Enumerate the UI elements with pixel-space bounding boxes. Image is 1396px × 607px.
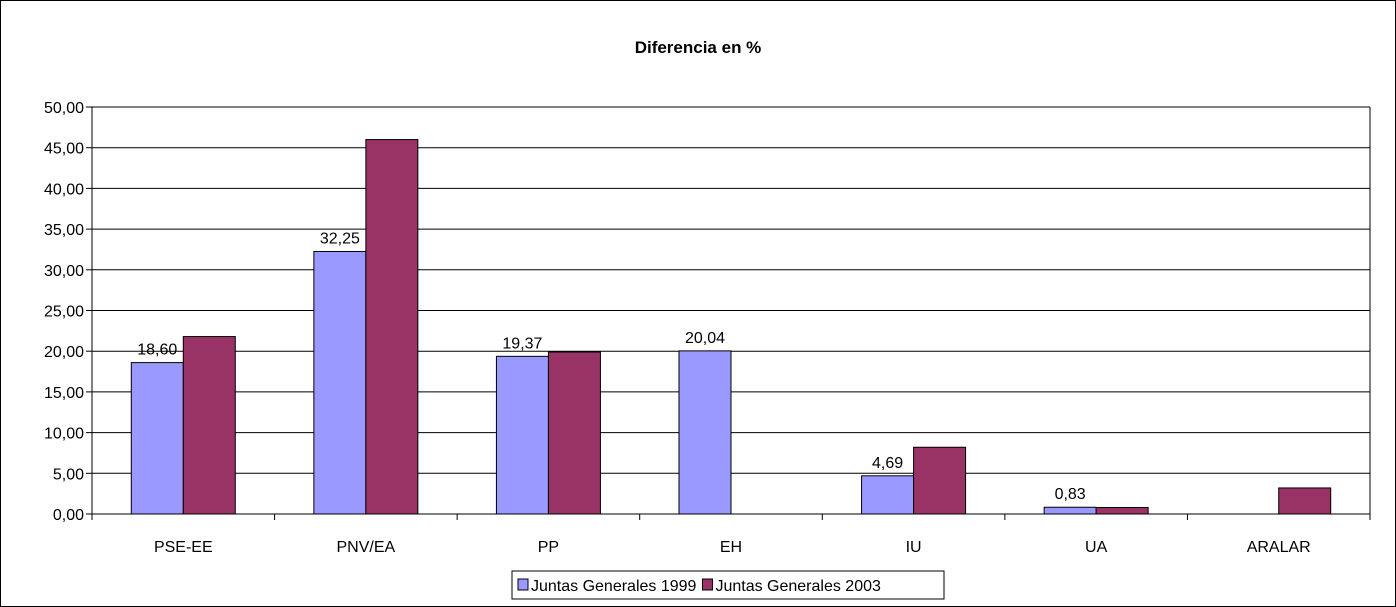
bar	[678, 350, 732, 515]
x-tick-label: EH	[720, 539, 742, 556]
y-tick-label: 50,00	[44, 100, 84, 117]
bar	[313, 250, 367, 515]
plot-area: 0,00 5,00 10,00 15,00 20,00 25,00 30,00 35,00 40…	[44, 100, 1371, 600]
data-label: 0,83	[1055, 486, 1086, 503]
y-tick-label: 20,00	[44, 344, 84, 361]
y-tick-label: 0,00	[53, 507, 84, 524]
data-label: 19,37	[502, 335, 542, 352]
y-tick-label: 5,00	[53, 466, 84, 483]
y-tick-label: 25,00	[44, 304, 84, 321]
bar	[547, 351, 601, 515]
bar	[130, 362, 184, 515]
bar	[182, 336, 236, 515]
data-label: 4,69	[872, 455, 903, 472]
x-tick-label: IU	[906, 539, 922, 556]
bar	[365, 139, 419, 515]
x-tick-label: PNV/EA	[337, 539, 396, 556]
legend-swatch	[701, 578, 713, 591]
x-tick-label: PP	[538, 539, 559, 556]
x-tick-label: ARALAR	[1247, 539, 1311, 556]
x-tick-label: UA	[1085, 539, 1108, 556]
legend-box	[511, 570, 945, 600]
y-tick-label: 10,00	[44, 426, 84, 443]
bar	[913, 446, 967, 515]
y-tick-label: 15,00	[44, 385, 84, 402]
data-label: 18,60	[137, 342, 177, 359]
chart-title: Diferencia en %	[635, 38, 762, 57]
x-tick-label: PSE-EE	[154, 539, 213, 556]
bar	[861, 475, 915, 515]
legend-swatch	[517, 578, 529, 591]
y-tick-label: 45,00	[44, 141, 84, 158]
legend-label: Juntas Generales 1999	[531, 578, 697, 595]
y-tick-label: 40,00	[44, 181, 84, 198]
legend: Juntas Generales 1999 Juntas Generales 20…	[511, 570, 945, 600]
bar	[1095, 506, 1149, 515]
y-tick-label: 30,00	[44, 263, 84, 280]
bar	[495, 355, 549, 515]
legend-label: Juntas Generales 2003	[715, 578, 881, 595]
data-label: 32,25	[320, 230, 360, 247]
bar	[1043, 506, 1097, 515]
y-tick-label: 35,00	[44, 222, 84, 239]
data-label: 20,04	[685, 330, 725, 347]
bar	[1278, 487, 1332, 515]
